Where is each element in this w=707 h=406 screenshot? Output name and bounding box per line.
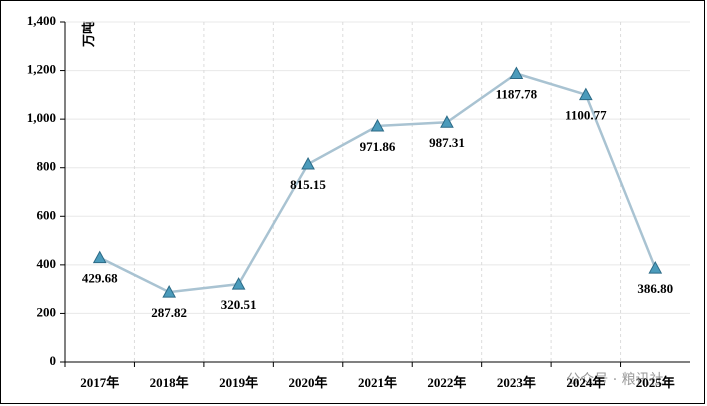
y-tick-label: 800 — [37, 159, 57, 174]
data-label: 320.51 — [221, 297, 257, 312]
watermark: 公众号 · 粮讯社 — [566, 372, 663, 388]
x-tick-label: 2023年 — [497, 375, 536, 390]
x-tick-label: 2024年 — [566, 375, 605, 390]
marker — [370, 118, 385, 132]
data-label: 1187.78 — [496, 87, 538, 102]
data-label: 987.31 — [429, 135, 465, 150]
x-tick-label: 2020年 — [289, 375, 328, 390]
x-tick-label: 2019年 — [219, 375, 258, 390]
x-tick-label: 2018年 — [150, 375, 189, 390]
y-tick-label: 1,400 — [27, 13, 56, 28]
x-tick-label: 2025年 — [636, 375, 675, 390]
marker — [162, 285, 177, 298]
y-tick-label: 600 — [37, 207, 57, 222]
y-tick-label: 1,000 — [27, 110, 56, 125]
x-tick-label: 2022年 — [427, 375, 466, 390]
marker — [231, 277, 246, 290]
data-label: 815.15 — [290, 177, 326, 192]
marker — [440, 115, 454, 128]
y-axis-label: 万吨 — [81, 21, 96, 48]
marker — [301, 156, 315, 170]
marker — [92, 250, 107, 264]
marker — [509, 66, 524, 80]
data-label: 971.86 — [360, 139, 396, 154]
x-tick-label: 2021年 — [358, 375, 397, 390]
data-label: 287.82 — [151, 305, 187, 320]
x-tick-label: 2017年 — [80, 375, 119, 390]
data-label: 386.80 — [637, 281, 673, 296]
y-tick-label: 400 — [37, 256, 57, 271]
y-tick-label: 0 — [50, 353, 57, 368]
marker — [578, 87, 593, 101]
y-tick-label: 1,200 — [27, 62, 56, 77]
marker — [648, 261, 663, 274]
data-label: 429.68 — [82, 271, 118, 286]
y-tick-label: 200 — [37, 304, 57, 319]
data-label: 1100.77 — [565, 108, 607, 123]
